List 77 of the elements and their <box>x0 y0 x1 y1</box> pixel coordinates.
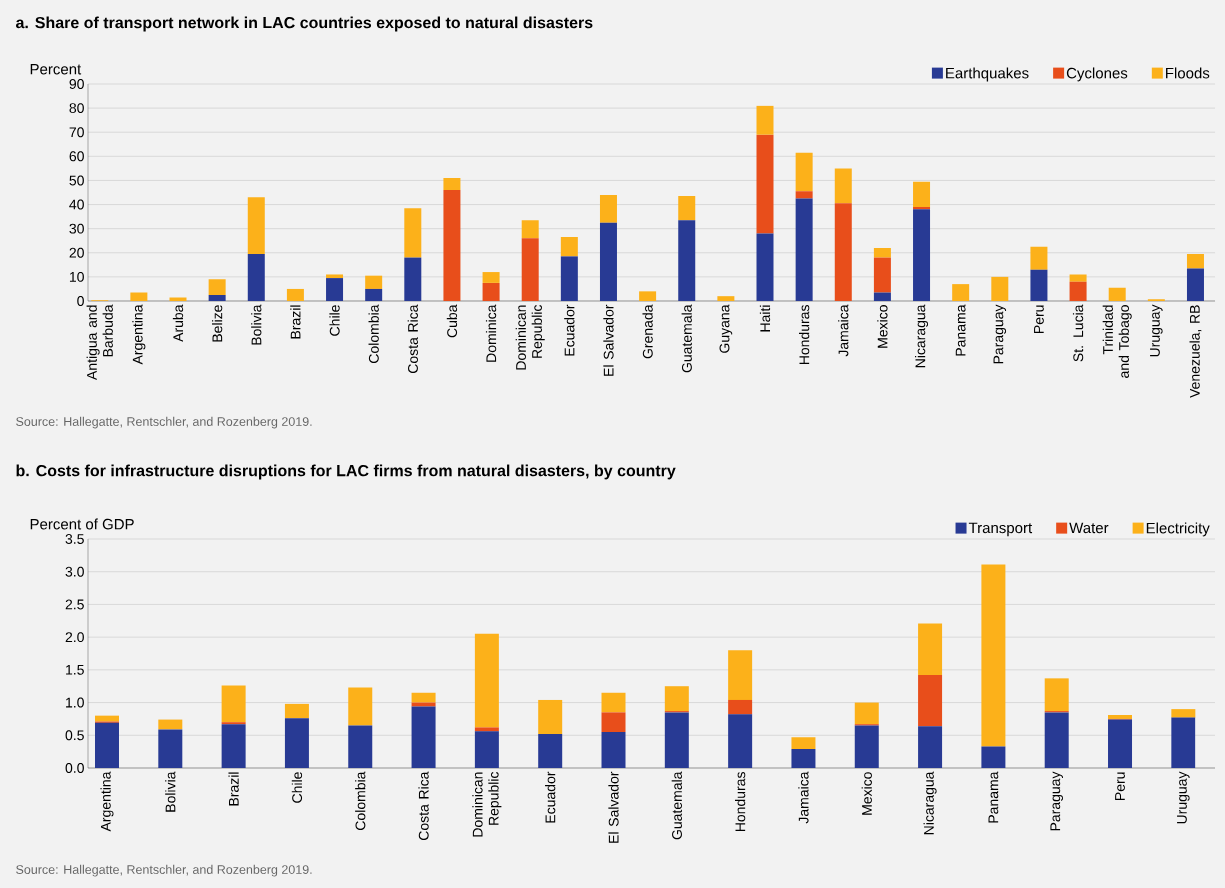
x-tick-label: Argentina <box>132 304 146 365</box>
y-tick-label: 90 <box>69 79 84 89</box>
legend-label: Water <box>1069 522 1109 534</box>
x-tick-label: Paraguay <box>993 304 1007 364</box>
x-tick-label: Panama <box>955 304 966 356</box>
y-tick-label: 3.5 <box>65 534 84 544</box>
legend-label: Electricity <box>1146 522 1210 537</box>
x-tick-label: Bolivia <box>165 771 176 812</box>
x-tick-label: Chile <box>291 772 303 803</box>
x-tick-label: Dominican Republic <box>515 304 545 370</box>
x-tick-label: Venezuela, RB <box>1189 305 1202 398</box>
x-tick-label: Bolivia <box>251 304 262 345</box>
legend-label: Floods <box>1166 67 1210 79</box>
x-tick-label: Jamaica <box>798 771 809 824</box>
chart-title: b. Costs for infrastructure disruptions for LAC firms from natural disasters, by country <box>16 464 676 480</box>
y-axis-title: Percent <box>30 64 82 75</box>
y-axis-title: Percent of GDP <box>30 518 134 530</box>
x-tick-label: Colombia <box>368 304 379 363</box>
x-tick-label: Dominica <box>485 304 497 362</box>
y-tick-label: 2.5 <box>65 599 84 610</box>
x-tick-label: Mexico <box>877 305 888 348</box>
x-tick-label: Haiti <box>759 305 771 332</box>
x-tick-label: Guatemala <box>671 771 682 840</box>
x-tick-label: Costa Rica <box>418 771 429 841</box>
x-tick-label: Uruguay <box>1150 304 1163 357</box>
y-tick-label: 50 <box>69 175 84 186</box>
x-tick-label: Guatemala <box>681 304 692 373</box>
x-tick-label: Antigua and Barbuda <box>86 304 113 380</box>
source-note: Source: Hallegatte, Rentschler, and Rozenberg 2019. <box>16 864 312 877</box>
legend-label: Cyclones <box>1066 67 1128 82</box>
y-tick-label: 2.0 <box>65 632 84 643</box>
x-tick-label: El Salvador <box>608 771 619 843</box>
y-tick-label: 40 <box>69 199 84 210</box>
y-tick-label: 3.0 <box>65 566 84 577</box>
y-tick-label: 10 <box>69 271 84 282</box>
x-tick-label: Ecuador <box>545 771 556 823</box>
x-tick-label: Costa Rica <box>407 304 418 374</box>
x-tick-label: Peru <box>1034 305 1044 333</box>
x-tick-label: Mexico <box>861 772 872 815</box>
x-tick-label: Jamaica <box>838 304 849 357</box>
x-tick-label: Nicaragua <box>915 304 929 368</box>
x-tick-label: St. Lucia <box>1072 304 1084 362</box>
x-tick-label: Trinidad and Tobago <box>1102 305 1132 378</box>
y-tick-label: 60 <box>69 151 84 162</box>
legend-label: Transport <box>968 522 1033 537</box>
y-tick-label: 1.5 <box>66 664 84 675</box>
y-tick-label: 0.5 <box>65 730 84 741</box>
x-tick-label: Aruba <box>172 304 184 342</box>
x-tick-label: Peru <box>1115 772 1125 800</box>
y-tick-label: 20 <box>69 247 84 258</box>
y-tick-label: 70 <box>69 127 84 138</box>
x-tick-label: Guyana <box>719 304 733 353</box>
x-tick-label: Grenada <box>642 304 653 359</box>
x-tick-label: Nicaragua <box>923 771 937 835</box>
x-tick-label: Brazil <box>228 772 239 806</box>
y-tick-label: 1.0 <box>66 697 84 708</box>
x-tick-label: Ecuador <box>564 304 575 356</box>
source-note: Source: Hallegatte, Rentschler, and Rozenberg 2019. <box>16 416 312 429</box>
x-tick-label: Brazil <box>290 305 301 339</box>
chart-title: a. Share of transport network in LAC countries exposed to natural disasters <box>16 16 593 32</box>
x-tick-label: Honduras <box>734 772 746 832</box>
x-tick-label: Panama <box>988 771 999 823</box>
legend-label: Earthquakes <box>946 67 1029 82</box>
y-tick-label: 80 <box>69 103 84 114</box>
x-tick-label: El Salvador <box>603 304 614 376</box>
y-tick-label: 0.0 <box>65 763 84 773</box>
x-tick-label: Belize <box>212 305 223 342</box>
x-tick-label: Dominican Republic <box>472 771 502 837</box>
x-tick-label: Honduras <box>799 305 810 365</box>
x-tick-label: Paraguay <box>1050 771 1063 831</box>
x-tick-label: Uruguay <box>1177 771 1190 824</box>
y-tick-label: 0 <box>77 296 84 306</box>
x-tick-label: Cuba <box>446 304 458 338</box>
x-tick-label: Argentina <box>100 771 114 832</box>
x-tick-label: Chile <box>329 305 340 336</box>
x-tick-label: Colombia <box>355 771 366 830</box>
y-tick-label: 30 <box>69 223 84 234</box>
